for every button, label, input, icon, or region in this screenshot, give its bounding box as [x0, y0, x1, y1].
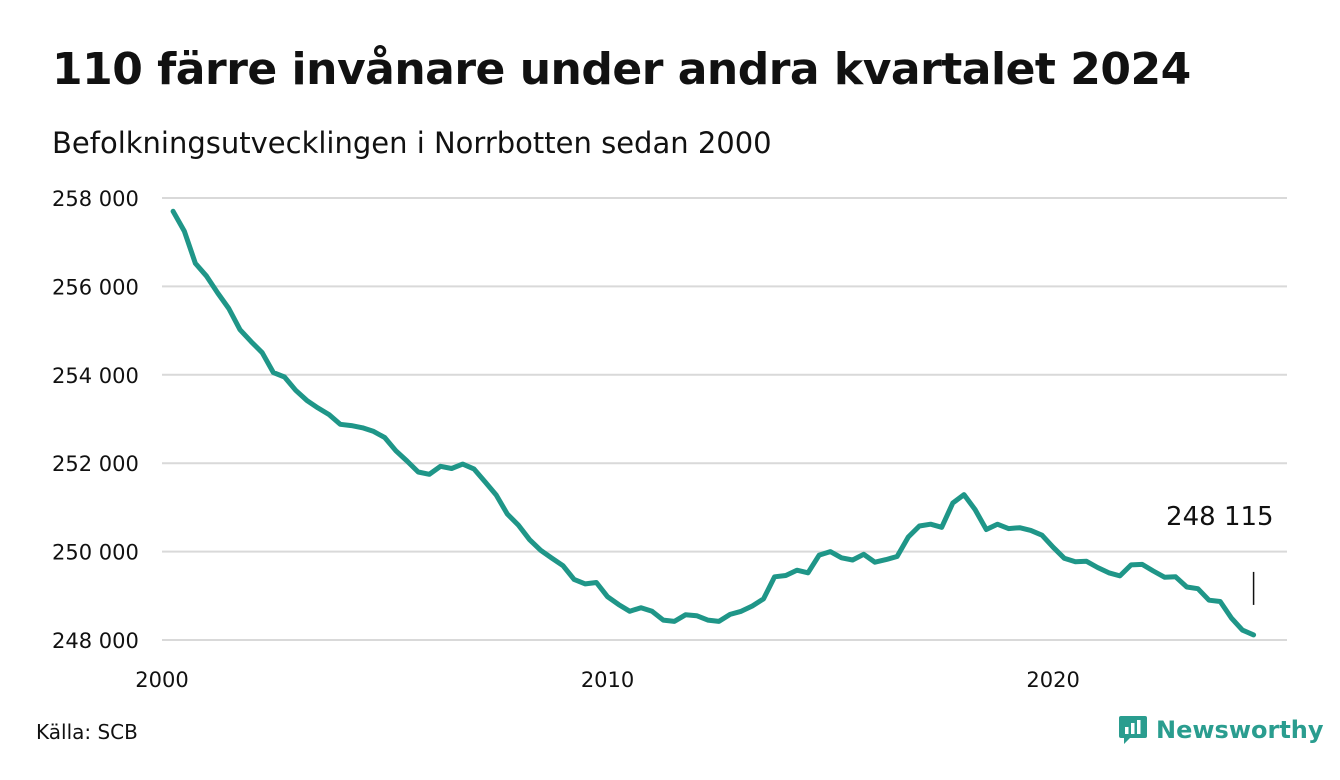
x-axis-tick-labels: 2000 2010 2020 [135, 668, 1080, 692]
end-annotation: 248 115 [1166, 502, 1274, 605]
chart-subtitle: Befolkningsutvecklingen i Norrbotten sed… [52, 126, 772, 160]
brand-logo: Newsworthy [1118, 714, 1324, 746]
y-tick-label: 250 000 [52, 541, 139, 565]
x-tick-label: 2000 [135, 668, 188, 692]
series-lines [170, 208, 1257, 638]
brand-name: Newsworthy [1156, 716, 1324, 744]
x-tick-label: 2010 [581, 668, 634, 692]
chart-title: 110 färre invånare under andra kvartalet… [52, 44, 1191, 95]
y-tick-label: 248 000 [52, 629, 139, 653]
y-tick-label: 252 000 [52, 452, 139, 476]
grid-lines [162, 197, 1287, 641]
x-tick-label: 2020 [1026, 668, 1079, 692]
newsworthy-logo-icon [1119, 716, 1147, 744]
source-note: Källa: SCB [36, 720, 138, 744]
y-tick-label: 254 000 [52, 364, 139, 388]
y-axis-tick-labels: 248 000 250 000 252 000 254 000 256 000 258 0… [52, 187, 139, 653]
line-chart: 248 000 250 000 252 000 254 000 256 000 258 0… [52, 187, 1287, 692]
end-value-label: 248 115 [1166, 502, 1274, 532]
y-tick-label: 258 000 [52, 187, 139, 211]
y-tick-label: 256 000 [52, 275, 139, 299]
series-line [170, 208, 1257, 638]
